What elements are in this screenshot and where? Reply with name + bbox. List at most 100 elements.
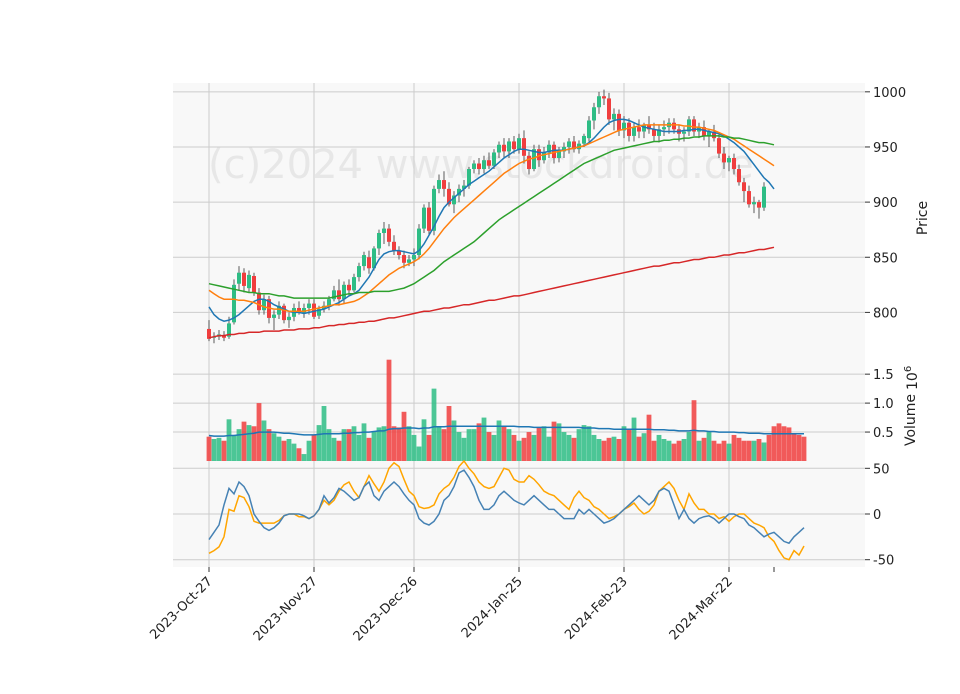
candle-body bbox=[242, 272, 246, 286]
y-tick-label: 800 bbox=[873, 306, 898, 321]
volume-bar bbox=[671, 443, 677, 461]
volume-bar bbox=[796, 434, 802, 461]
y-tick-label: 50 bbox=[873, 462, 890, 477]
volume-bar bbox=[381, 426, 387, 461]
candle-body bbox=[232, 284, 236, 323]
volume-bar bbox=[456, 432, 462, 461]
volume-bar bbox=[731, 434, 737, 461]
volume-bar bbox=[411, 434, 417, 461]
candle-body bbox=[632, 127, 636, 136]
volume-bar bbox=[306, 440, 312, 461]
candle-body bbox=[467, 169, 471, 186]
volume-axis-label: Volume bbox=[903, 394, 919, 446]
volume-bar bbox=[266, 429, 272, 461]
candle-body bbox=[592, 107, 596, 121]
candle-body bbox=[762, 186, 766, 208]
candle-body bbox=[567, 141, 571, 147]
volume-bar bbox=[416, 446, 422, 461]
candle-body bbox=[312, 303, 316, 317]
candle-body bbox=[452, 195, 456, 205]
volume-bar bbox=[566, 434, 572, 461]
candle-body bbox=[657, 129, 661, 136]
volume-bar bbox=[361, 423, 367, 461]
volume-bar bbox=[696, 440, 702, 461]
volume-bar bbox=[526, 432, 532, 461]
candle-body bbox=[647, 124, 651, 130]
candle-body bbox=[492, 152, 496, 166]
volume-average-line bbox=[208, 425, 804, 437]
candle-body bbox=[332, 290, 336, 300]
y-tick-label: -50 bbox=[873, 554, 894, 569]
candle-body bbox=[237, 272, 241, 284]
volume-bar bbox=[281, 440, 287, 461]
candle-body bbox=[487, 160, 491, 166]
candle-body bbox=[432, 188, 436, 231]
volume-bar bbox=[611, 436, 617, 461]
candle-body bbox=[407, 259, 411, 263]
candle-body bbox=[377, 232, 381, 249]
volume-bar bbox=[426, 434, 432, 461]
candle-body bbox=[622, 122, 626, 131]
candle-body bbox=[552, 144, 556, 158]
candle-body bbox=[447, 188, 451, 205]
volume-bar bbox=[446, 406, 452, 461]
volume-unit-exponent: 6 bbox=[903, 366, 914, 372]
volume-bar bbox=[221, 440, 227, 461]
volume-bar bbox=[666, 440, 672, 461]
volume-bar bbox=[511, 434, 517, 461]
volume-bar bbox=[476, 423, 482, 461]
volume-bar bbox=[316, 425, 322, 461]
volume-bar bbox=[491, 434, 497, 461]
volume-bar bbox=[231, 434, 237, 461]
candle-body bbox=[207, 328, 211, 339]
volume-bar bbox=[646, 414, 652, 461]
volume-bar bbox=[336, 440, 342, 461]
volume-bar bbox=[766, 434, 772, 461]
volume-bar bbox=[376, 427, 382, 461]
moving-average-line-4 bbox=[208, 246, 775, 339]
volume-bar bbox=[756, 439, 762, 461]
candle-body bbox=[457, 188, 461, 196]
candle-body bbox=[627, 122, 631, 136]
volume-bar bbox=[746, 440, 752, 461]
volume-bar bbox=[276, 436, 282, 461]
candle-body bbox=[262, 299, 266, 311]
volume-bar bbox=[371, 432, 377, 461]
candle-body bbox=[387, 228, 391, 242]
y-tick-label: 0 bbox=[873, 508, 881, 523]
volume-bar bbox=[396, 427, 402, 461]
volume-bar bbox=[781, 426, 787, 461]
moving-average-line-1 bbox=[208, 118, 775, 322]
candle-body bbox=[462, 185, 466, 189]
volume-bar bbox=[326, 429, 332, 461]
volume-bar bbox=[591, 434, 597, 461]
candle-body bbox=[362, 255, 366, 267]
y-tick-label: 950 bbox=[873, 141, 898, 156]
candle-body bbox=[382, 228, 386, 233]
volume-bar bbox=[271, 433, 277, 461]
volume-bar bbox=[546, 436, 552, 461]
candle-body bbox=[612, 113, 616, 120]
volume-bar bbox=[291, 443, 297, 461]
volume-bar bbox=[346, 429, 352, 461]
volume-bar bbox=[461, 437, 467, 461]
volume-bar bbox=[701, 437, 707, 461]
volume-bar bbox=[531, 434, 537, 461]
y-tick-label: 1000 bbox=[873, 86, 906, 101]
volume-bar bbox=[581, 425, 587, 461]
candle-body bbox=[732, 157, 736, 170]
candle-body bbox=[562, 146, 566, 152]
candle-body bbox=[367, 257, 371, 269]
candle-body bbox=[537, 149, 541, 161]
volume-bar bbox=[356, 434, 362, 461]
volume-bar bbox=[606, 437, 612, 461]
candle-body bbox=[412, 255, 416, 260]
volume-bar bbox=[786, 427, 792, 461]
candle-body bbox=[482, 160, 486, 170]
volume-bar bbox=[686, 432, 692, 461]
candle-body bbox=[427, 207, 431, 231]
volume-bar bbox=[676, 440, 682, 461]
candle-body bbox=[742, 182, 746, 192]
